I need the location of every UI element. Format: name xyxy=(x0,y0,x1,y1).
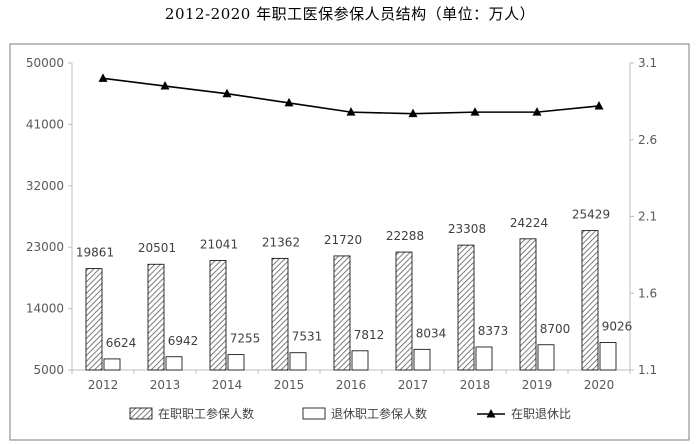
ratio-point-marker xyxy=(470,107,480,116)
y-right-tick-label: 1.1 xyxy=(638,363,657,377)
data-label-retired-employees: 6624 xyxy=(106,336,137,350)
data-label-active-employees: 21041 xyxy=(200,238,238,252)
x-tick-label: 2016 xyxy=(336,378,367,392)
y-left-tick-label: 41000 xyxy=(26,117,64,131)
bar-retired-employees xyxy=(103,358,121,371)
bar-active-employees xyxy=(209,260,227,371)
bar-retired-employees xyxy=(227,354,245,371)
legend: 在职职工参保人数 退休职工参保人数 在职退休比 xyxy=(129,406,571,421)
data-label-retired-employees: 7255 xyxy=(230,332,261,346)
bar-retired-employees xyxy=(537,344,555,371)
data-label-active-employees: 19861 xyxy=(76,246,114,260)
bar-retired-employees xyxy=(165,356,183,371)
data-label-retired-employees: 8700 xyxy=(540,322,571,336)
bar-active-employees xyxy=(457,244,475,371)
data-label-active-employees: 22288 xyxy=(386,229,424,243)
data-label-active-employees: 21362 xyxy=(262,235,300,249)
bar-active-employees xyxy=(395,251,413,371)
bar-retired-employees xyxy=(475,346,493,371)
legend-swatch-active-employees xyxy=(129,407,153,420)
legend-label-active-employees: 在职职工参保人数 xyxy=(158,406,254,421)
y-left-tick-label: 50000 xyxy=(26,56,64,70)
ratio-point-marker xyxy=(160,81,170,90)
data-label-active-employees: 24224 xyxy=(510,216,548,230)
ratio-point-marker xyxy=(532,107,542,116)
y-right-tick-label: 3.1 xyxy=(638,56,657,70)
data-label-active-employees: 23308 xyxy=(448,222,486,236)
data-label-active-employees: 21720 xyxy=(324,233,362,247)
data-label-active-employees: 25429 xyxy=(572,208,610,222)
y-right-tick-label: 2.1 xyxy=(638,210,657,224)
x-tick-label: 2019 xyxy=(522,378,553,392)
bar-active-employees xyxy=(581,230,599,371)
x-tick-label: 2012 xyxy=(88,378,119,392)
chart-frame xyxy=(9,43,690,441)
data-label-retired-employees: 9026 xyxy=(602,320,633,334)
x-tick-label: 2020 xyxy=(584,378,615,392)
x-tick-label: 2013 xyxy=(150,378,181,392)
data-labels: 19861 6624 20501 6942 21041 7255 21362 7531 2172… xyxy=(76,208,632,350)
bar-retired-employees xyxy=(413,348,431,371)
y-left-tick-label: 23000 xyxy=(26,240,64,254)
legend-swatch-retired-employees xyxy=(302,407,326,420)
bar-retired-employees xyxy=(351,350,369,371)
y-left-tick-label: 32000 xyxy=(26,179,64,193)
data-label-retired-employees: 8034 xyxy=(416,326,447,340)
x-tick-label: 2015 xyxy=(274,378,305,392)
data-label-active-employees: 20501 xyxy=(138,241,176,255)
data-label-retired-employees: 7531 xyxy=(292,330,323,344)
y-right-tick-label: 2.6 xyxy=(638,133,657,147)
y-left-tick-label: 14000 xyxy=(26,302,64,316)
ratio-line xyxy=(98,73,604,118)
y-right-tick-label: 1.6 xyxy=(638,286,657,300)
y-left-tick-label: 5000 xyxy=(33,363,64,377)
bar-retired-employees xyxy=(599,342,617,371)
legend-swatch-ratio-marker xyxy=(486,409,496,418)
x-tick-label: 2017 xyxy=(398,378,429,392)
bar-active-employees xyxy=(85,268,103,371)
ratio-point-marker xyxy=(346,107,356,116)
ratio-point-marker xyxy=(284,97,294,107)
legend-label-ratio: 在职退休比 xyxy=(511,407,571,421)
axes: 5000 14000 23000 32000 41000 50000 1.1 1.6 2.1 2.… xyxy=(26,56,657,392)
ratio-point-marker xyxy=(222,88,232,98)
bar-active-employees xyxy=(147,263,165,371)
chart-title: 2012-2020 年职工医保参保人员结构（单位：万人） xyxy=(164,5,536,23)
data-label-retired-employees: 7812 xyxy=(354,328,385,342)
bar-active-employees xyxy=(271,257,289,371)
bar-active-employees xyxy=(333,255,351,371)
bars xyxy=(85,230,617,371)
bar-active-employees xyxy=(519,238,537,371)
x-tick-label: 2018 xyxy=(460,378,491,392)
ratio-point-marker xyxy=(98,73,108,82)
data-label-retired-employees: 8373 xyxy=(478,324,509,338)
x-tick-label: 2014 xyxy=(212,378,243,392)
ratio-point-marker xyxy=(594,100,604,110)
data-label-retired-employees: 6942 xyxy=(168,334,199,348)
legend-label-retired-employees: 退休职工参保人数 xyxy=(331,406,427,421)
bar-retired-employees xyxy=(289,352,307,371)
ratio-point-marker xyxy=(408,108,418,118)
